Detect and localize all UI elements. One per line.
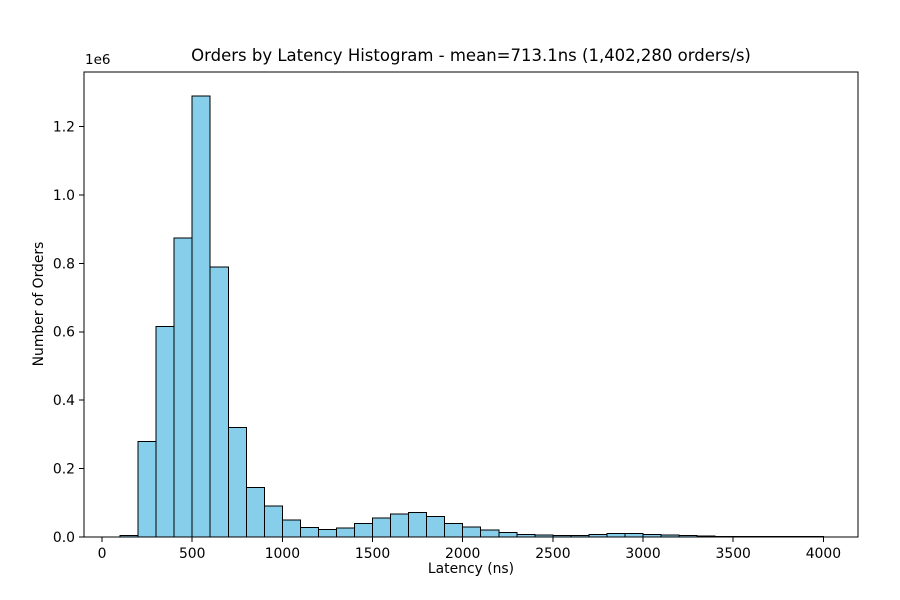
chart-title: Orders by Latency Histogram - mean=713.1… [191,46,751,65]
x-tick-label: 2500 [535,546,570,562]
x-tick-label: 2000 [445,546,480,562]
histogram-bar [444,522,464,538]
y-axis-label: Number of Orders [31,241,47,367]
histogram-bar [606,533,626,538]
x-tick-label: 3500 [716,546,751,562]
x-tick-label: 1500 [355,546,390,562]
histogram-bar [624,533,644,538]
x-tick-label: 3000 [625,546,660,562]
y-axis-offset-label: 1e6 [85,52,111,68]
histogram-bar [462,526,482,538]
histogram-bar [245,486,265,538]
y-tick-label: 1.0 [53,188,75,204]
x-tick-label: 500 [179,546,206,562]
histogram-bar [498,532,518,538]
histogram-bar [317,528,337,538]
histogram-bar [281,519,301,538]
histogram-bar [155,326,175,538]
y-tick-label: 1.2 [53,120,75,136]
histogram-bar [227,427,247,538]
y-tick-label: 0.2 [53,461,75,477]
histogram-bar [335,527,356,538]
x-tick-label: 4000 [806,546,841,562]
y-tick-label: 0.0 [53,530,75,546]
histogram-bar [408,512,428,538]
histogram-bar [354,522,374,538]
plot-border [83,71,859,538]
histogram-bar [209,266,229,538]
histogram-bar [263,505,283,538]
y-tick-label: 0.6 [53,325,75,341]
histogram-bar [299,526,319,538]
histogram-bar [137,440,157,538]
histogram-bar [191,95,211,538]
histogram-bar [173,237,193,538]
x-tick-label: 0 [98,546,107,562]
histogram-bar [390,513,410,538]
histogram-bar [426,515,446,538]
x-axis-label: Latency (ns) [427,561,515,577]
histogram-bar [480,529,500,538]
y-tick-label: 0.8 [53,256,75,272]
histogram-bar [372,517,392,538]
x-tick-label: 1000 [265,546,300,562]
y-tick-label: 0.4 [53,393,75,409]
